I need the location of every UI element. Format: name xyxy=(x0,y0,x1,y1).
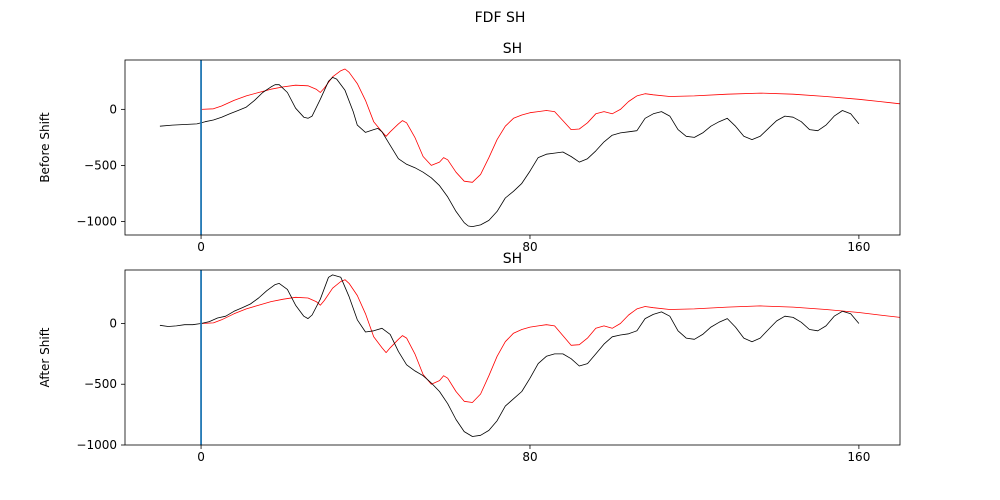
x-tick-label: 160 xyxy=(847,240,870,254)
y-tick-label: −500 xyxy=(84,377,117,391)
y-tick-label: 0 xyxy=(109,102,117,116)
x-tick-label: 80 xyxy=(522,450,537,464)
series-line-2 xyxy=(159,77,860,227)
plot-area xyxy=(159,68,900,227)
x-tick-label: 0 xyxy=(197,240,205,254)
series-line-2 xyxy=(159,274,860,437)
y-axis-label: Before Shift xyxy=(38,112,52,183)
y-tick-label: −500 xyxy=(84,158,117,172)
x-tick-label: 80 xyxy=(522,240,537,254)
subplot-title: SH xyxy=(503,41,522,57)
series-line-1 xyxy=(201,68,900,183)
subplot-title: SH xyxy=(503,251,522,267)
plot-area xyxy=(159,274,900,437)
y-axis-label: After Shift xyxy=(38,327,52,387)
plots-container: 0 80 160 0 −500 −1000 SH Before Shift 0 80 160 0 −50… xyxy=(38,41,901,464)
series-line-1 xyxy=(201,279,900,403)
figure-suptitle: FDF SH xyxy=(475,10,526,26)
y-tick-label: −1000 xyxy=(76,215,117,229)
subplot-1: 0 80 160 0 −500 −1000 SH Before Shift xyxy=(38,41,901,254)
axes-frame xyxy=(124,59,901,236)
y-tick-label: 0 xyxy=(109,316,117,330)
axes-frame xyxy=(124,269,901,446)
y-tick-label: −1000 xyxy=(76,438,117,452)
x-tick-label: 160 xyxy=(847,450,870,464)
subplot-2: 0 80 160 0 −500 −1000 SH After Shift xyxy=(38,251,901,464)
x-tick-label: 0 xyxy=(197,450,205,464)
